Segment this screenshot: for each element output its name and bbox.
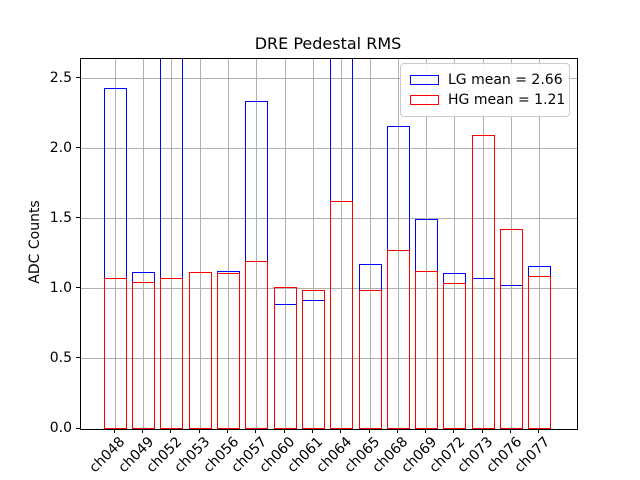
y-tick-label: 0.0 — [49, 420, 72, 436]
grid-line-vertical — [171, 59, 173, 429]
hg-bar-ch072 — [443, 283, 467, 429]
hg-bar-ch057 — [245, 260, 269, 429]
hg-bar-ch064 — [330, 200, 354, 429]
x-axis-tick — [368, 429, 370, 433]
hg-bar-ch049 — [132, 281, 156, 429]
hg-bar-ch068 — [386, 249, 410, 429]
grid-line-vertical — [511, 59, 512, 429]
y-tick-label: 1.0 — [49, 279, 72, 296]
hg-bar-ch053 — [188, 272, 212, 429]
x-axis-tick — [227, 429, 228, 433]
chart-title: DRE Pedestal RMS — [254, 34, 402, 53]
y-tick-label: 0.5 — [49, 349, 72, 366]
hg-bar-ch065 — [358, 290, 382, 429]
x-axis-tick — [283, 429, 285, 433]
hg-bar-ch056 — [217, 273, 240, 429]
y-axis-tick — [76, 287, 80, 289]
x-axis-tick — [396, 429, 398, 433]
y-axis-tick — [76, 427, 80, 429]
grid-line-vertical — [312, 59, 314, 429]
hg-bar-ch076 — [500, 228, 523, 429]
grid-line-vertical — [114, 59, 116, 429]
x-axis-tick — [142, 429, 144, 433]
x-axis-tick — [481, 429, 483, 433]
grid-line-vertical — [482, 59, 484, 429]
hg-bar-ch052 — [160, 277, 184, 429]
hg-bar-ch069 — [415, 270, 439, 429]
hg-series-swatch-icon — [410, 95, 439, 105]
x-axis-tick — [113, 429, 115, 433]
grid-line-horizontal — [81, 218, 577, 220]
grid-line-horizontal — [81, 358, 577, 360]
y-tick-label: 2.0 — [49, 139, 72, 156]
x-axis-tick — [255, 429, 257, 433]
grid-line-vertical — [256, 59, 258, 429]
y-tick-label: 1.5 — [49, 209, 72, 226]
legend: LG mean = 2.66 HG mean = 1.21 — [400, 63, 570, 117]
grid-line-vertical — [369, 59, 371, 429]
legend-label-lg: LG mean = 2.66 — [448, 72, 563, 88]
legend-entry-hg: HG mean = 1.21 — [410, 90, 565, 110]
y-axis-tick — [76, 217, 80, 219]
hg-bar-ch061 — [301, 290, 325, 429]
lg-series-swatch-icon — [410, 75, 439, 85]
grid-line-vertical — [199, 59, 201, 429]
y-axis-tick — [76, 357, 80, 359]
y-axis-tick — [76, 77, 80, 79]
hg-bar-ch077 — [528, 276, 552, 429]
grid-line-vertical — [284, 59, 286, 429]
x-axis-tick — [453, 429, 455, 433]
legend-entry-lg: LG mean = 2.66 — [410, 70, 563, 90]
x-axis-tick — [538, 429, 540, 433]
plot-area — [80, 58, 578, 430]
y-tick-label: 2.5 — [49, 69, 72, 86]
grid-line-vertical — [426, 59, 428, 429]
grid-line-vertical — [143, 59, 145, 429]
x-axis-tick — [170, 429, 172, 433]
hg-bar-ch060 — [273, 287, 297, 429]
grid-line-vertical — [228, 59, 229, 429]
grid-line-horizontal — [81, 148, 577, 150]
legend-label-hg: HG mean = 1.21 — [448, 92, 566, 108]
grid-line-horizontal — [81, 78, 577, 80]
x-axis-tick — [425, 429, 427, 433]
grid-line-vertical — [454, 59, 456, 429]
hg-bar-ch073 — [471, 134, 495, 429]
x-axis-tick — [510, 429, 511, 433]
y-axis-tick — [76, 147, 80, 149]
hg-bar-ch048 — [103, 277, 127, 429]
grid-line-vertical — [539, 59, 541, 429]
grid-line-vertical — [397, 59, 399, 429]
grid-line-vertical — [341, 59, 343, 429]
grid-line-horizontal — [81, 288, 577, 290]
x-axis-tick — [340, 429, 342, 433]
x-axis-tick — [311, 429, 313, 433]
x-axis-tick — [198, 429, 200, 433]
